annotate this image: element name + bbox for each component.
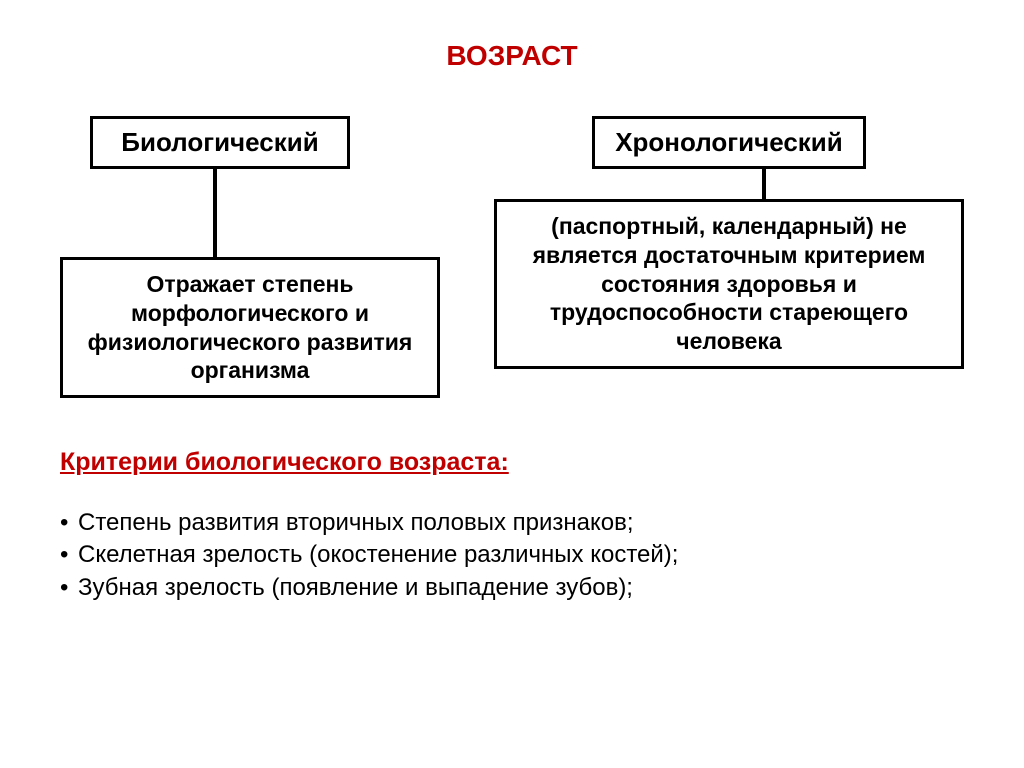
criteria-item: Степень развития вторичных половых призн… xyxy=(60,507,964,539)
criteria-item: Скелетная зрелость (окостенение различны… xyxy=(60,539,964,571)
diagram-col-chronological: Хронологический (паспортный, календарный… xyxy=(494,116,964,398)
criteria-heading: Критерии биологического возраста: xyxy=(60,448,964,477)
diagram-col-biological: Биологический Отражает степень морфологи… xyxy=(60,116,440,398)
connector-line-right xyxy=(762,169,766,199)
page-root: ВОЗРАСТ Биологический Отражает степень м… xyxy=(0,0,1024,768)
chronological-header-box: Хронологический xyxy=(592,116,866,169)
criteria-item: Зубная зрелость (появление и выпадение з… xyxy=(60,572,964,604)
page-title: ВОЗРАСТ xyxy=(60,40,964,72)
biological-header-box: Биологический xyxy=(90,116,350,169)
diagram-container: Биологический Отражает степень морфологи… xyxy=(60,116,964,398)
biological-header-wrap: Биологический xyxy=(90,116,350,169)
chronological-header-wrap: Хронологический xyxy=(592,116,866,169)
criteria-list: Степень развития вторичных половых призн… xyxy=(60,507,964,604)
biological-detail-box: Отражает степень морфологического и физи… xyxy=(60,257,440,398)
chronological-detail-box: (паспортный, календарный) не является до… xyxy=(494,199,964,369)
connector-line-left xyxy=(213,169,217,257)
